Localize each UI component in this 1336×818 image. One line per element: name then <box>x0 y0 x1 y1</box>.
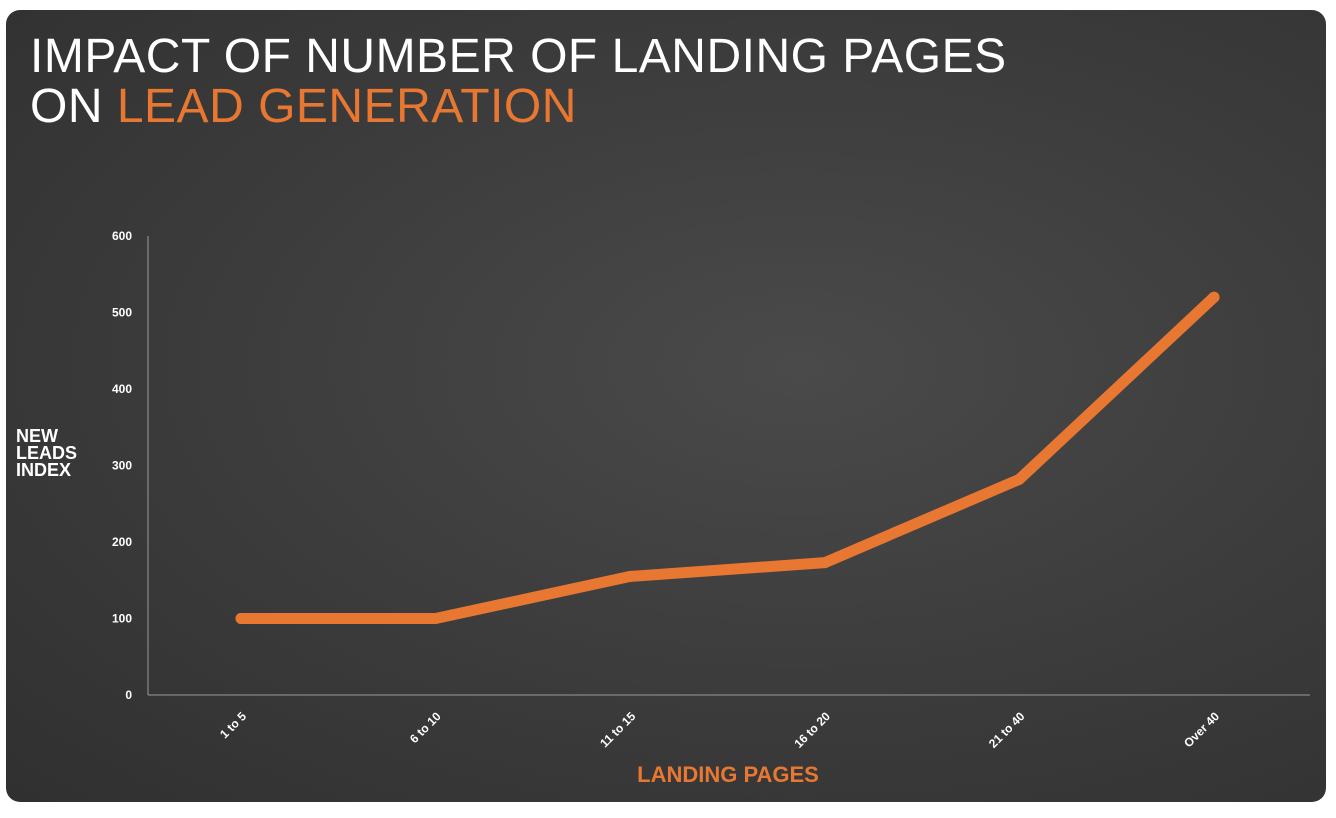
x-tick-label: 11 to 15 <box>597 709 638 750</box>
y-axis-title: NEW LEADS INDEX <box>16 426 78 480</box>
x-tick-label: 6 to 10 <box>407 709 444 746</box>
chart-card: IMPACT OF NUMBER OF LANDING PAGES ON LEAD… <box>6 10 1326 802</box>
chart-axes <box>147 236 1310 696</box>
y-tick-label: 600 <box>112 229 132 243</box>
title-line-2-accent: LEAD GENERATION <box>116 80 577 133</box>
x-tick-label: Over 40 <box>1181 709 1222 750</box>
data-point <box>624 570 636 582</box>
x-tick-label: 21 to 40 <box>986 709 1028 751</box>
y-tick-label: 300 <box>112 459 132 473</box>
y-tick-label: 200 <box>112 535 132 549</box>
data-point <box>430 613 442 624</box>
series-line-group <box>235 291 1220 624</box>
y-axis-title-line-2: LEADS <box>16 443 78 463</box>
data-point <box>1208 291 1220 303</box>
x-tick-label: 1 to 5 <box>217 709 249 741</box>
y-tick-label: 0 <box>125 688 132 702</box>
title-line-1: IMPACT OF NUMBER OF LANDING PAGES <box>30 30 1007 83</box>
y-tick-label: 400 <box>112 382 132 396</box>
x-axis-title: LANDING PAGES <box>637 762 819 787</box>
data-point <box>819 557 831 569</box>
y-tick-label: 500 <box>112 306 132 320</box>
chart-title: IMPACT OF NUMBER OF LANDING PAGES ON LEAD… <box>30 32 1007 132</box>
y-axis-title-line-1: NEW <box>16 426 58 446</box>
x-tick-labels: 1 to 5 6 to 10 11 to 15 16 to 20 21 to 40 Ove… <box>217 709 1222 751</box>
series-line <box>235 291 1220 624</box>
y-tick-labels: 0 100 200 300 400 500 600 <box>112 229 132 702</box>
line-chart: 0 100 200 300 400 500 600 1 to 5 6 to 10 11 to 1… <box>112 229 1310 751</box>
x-tick-label: 16 to 20 <box>791 709 833 751</box>
data-point <box>235 613 247 624</box>
y-axis-title-line-3: INDEX <box>16 460 72 480</box>
data-point <box>1013 473 1025 485</box>
title-line-2-prefix: ON <box>30 80 117 133</box>
y-tick-label: 100 <box>112 612 132 626</box>
